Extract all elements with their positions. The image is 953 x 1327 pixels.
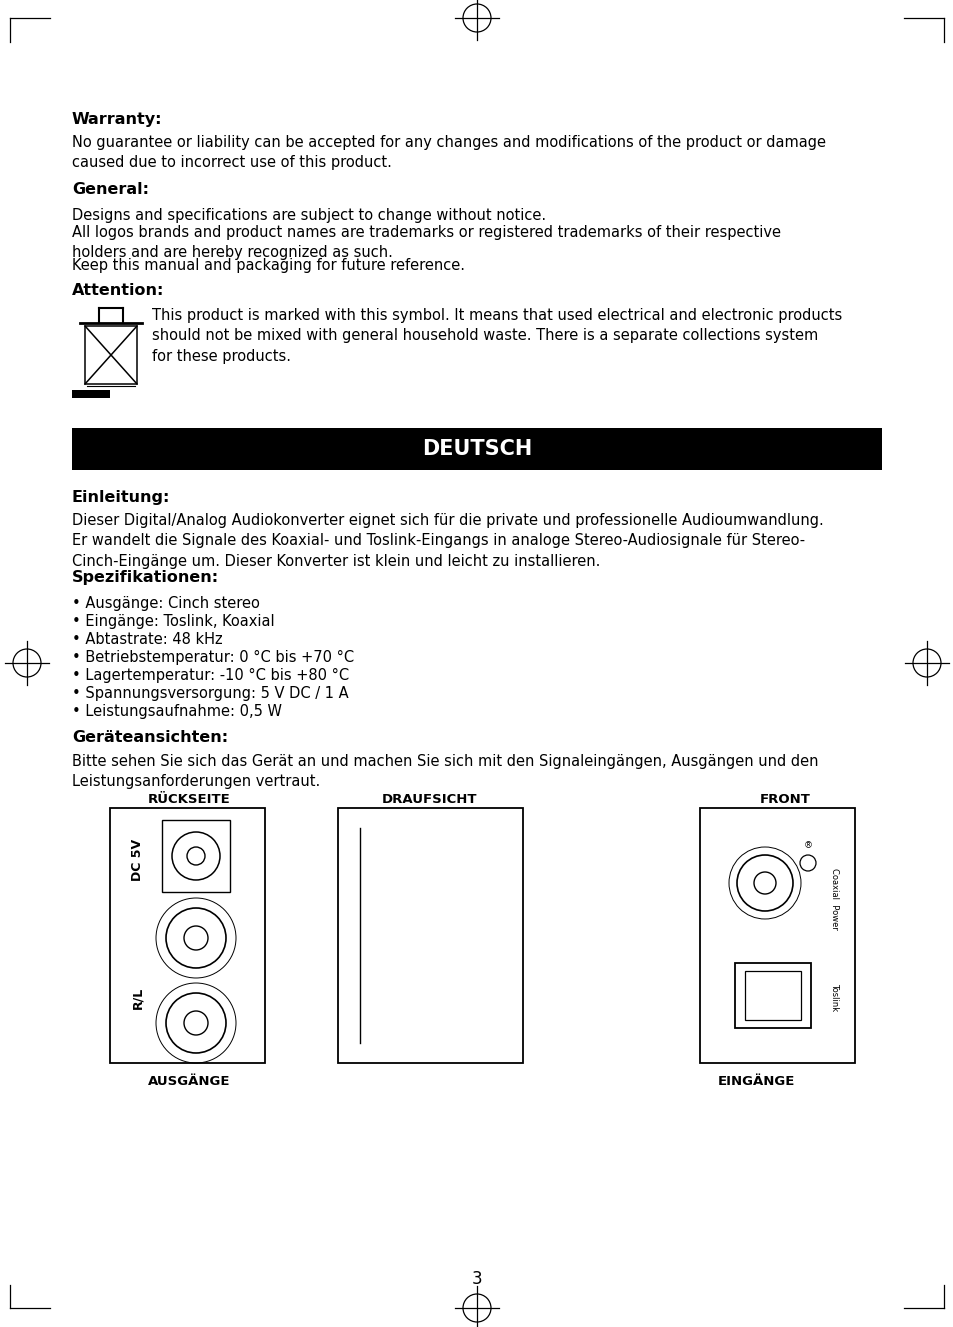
Text: Attention:: Attention: (71, 283, 164, 299)
Text: • Spannungsversorgung: 5 V DC / 1 A: • Spannungsversorgung: 5 V DC / 1 A (71, 686, 348, 701)
Text: • Ausgänge: Cinch stereo: • Ausgänge: Cinch stereo (71, 596, 259, 610)
Text: Keep this manual and packaging for future reference.: Keep this manual and packaging for futur… (71, 257, 464, 273)
Text: Warranty:: Warranty: (71, 111, 162, 127)
Text: General:: General: (71, 182, 149, 196)
Text: Dieser Digital/Analog Audiokonverter eignet sich für die private und professione: Dieser Digital/Analog Audiokonverter eig… (71, 514, 822, 569)
Text: • Eingänge: Toslink, Koaxial: • Eingänge: Toslink, Koaxial (71, 614, 274, 629)
Text: 3: 3 (471, 1270, 482, 1289)
Text: • Leistungsaufnahme: 0,5 W: • Leistungsaufnahme: 0,5 W (71, 705, 282, 719)
Text: • Betriebstemperatur: 0 °C bis +70 °C: • Betriebstemperatur: 0 °C bis +70 °C (71, 650, 354, 665)
Text: Designs and specifications are subject to change without notice.: Designs and specifications are subject t… (71, 208, 545, 223)
Text: This product is marked with this symbol. It means that used electrical and elect: This product is marked with this symbol.… (152, 308, 841, 364)
Text: EINGÄNGE: EINGÄNGE (718, 1075, 795, 1088)
Text: Toslink: Toslink (830, 983, 839, 1011)
Bar (85, 326, 137, 384)
Text: RÜCKSEITE: RÜCKSEITE (148, 794, 231, 805)
Text: Spezifikationen:: Spezifikationen: (71, 571, 219, 585)
Text: DEUTSCH: DEUTSCH (421, 439, 532, 459)
Text: • Lagertemperatur: -10 °C bis +80 °C: • Lagertemperatur: -10 °C bis +80 °C (71, 667, 349, 683)
Text: All logos brands and product names are trademarks or registered trademarks of th: All logos brands and product names are t… (71, 226, 781, 260)
Text: Geräteansichten:: Geräteansichten: (71, 730, 228, 744)
Text: Einleitung:: Einleitung: (71, 490, 171, 506)
Text: AUSGÄNGE: AUSGÄNGE (148, 1075, 231, 1088)
Bar (337, 808, 522, 1063)
Bar (71, 390, 110, 398)
Text: DC 5V: DC 5V (132, 839, 144, 881)
Text: Bitte sehen Sie sich das Gerät an und machen Sie sich mit den Signaleingängen, A: Bitte sehen Sie sich das Gerät an und ma… (71, 754, 818, 790)
Bar (71, 429, 882, 470)
Text: • Abtastrate: 48 kHz: • Abtastrate: 48 kHz (71, 632, 222, 648)
Text: ®: ® (802, 841, 812, 851)
Text: Coaxial  Power: Coaxial Power (830, 868, 839, 930)
Bar (162, 820, 230, 892)
Bar (744, 971, 801, 1020)
Bar (700, 808, 854, 1063)
Bar (734, 963, 810, 1028)
Text: FRONT: FRONT (760, 794, 810, 805)
Bar (110, 808, 265, 1063)
Text: No guarantee or liability can be accepted for any changes and modifications of t: No guarantee or liability can be accepte… (71, 135, 825, 170)
Text: R/L: R/L (132, 987, 144, 1009)
Text: DRAUFSICHT: DRAUFSICHT (382, 794, 477, 805)
